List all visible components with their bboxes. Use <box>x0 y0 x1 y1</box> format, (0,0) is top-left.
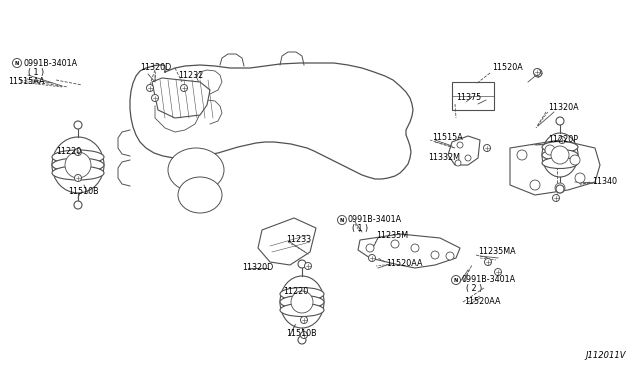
Text: 11235MA: 11235MA <box>478 247 516 257</box>
Text: N: N <box>340 218 344 223</box>
Circle shape <box>301 317 307 324</box>
Circle shape <box>559 137 566 144</box>
Circle shape <box>291 291 313 313</box>
Circle shape <box>152 94 159 102</box>
Polygon shape <box>358 234 460 268</box>
Ellipse shape <box>542 150 578 160</box>
Ellipse shape <box>52 150 104 164</box>
Text: 11510B: 11510B <box>68 187 99 196</box>
Text: 11320D: 11320D <box>242 263 273 273</box>
Circle shape <box>305 263 312 269</box>
Text: ( 2 ): ( 2 ) <box>466 285 483 294</box>
Circle shape <box>455 160 461 166</box>
Text: 11340: 11340 <box>592 176 617 186</box>
Text: 0991B-3401A: 0991B-3401A <box>23 58 77 67</box>
Text: N: N <box>15 61 19 66</box>
Circle shape <box>65 152 91 178</box>
Circle shape <box>556 117 564 125</box>
Circle shape <box>483 144 490 151</box>
Circle shape <box>495 269 502 276</box>
Circle shape <box>74 148 81 155</box>
Circle shape <box>446 252 454 260</box>
Ellipse shape <box>280 304 324 317</box>
Ellipse shape <box>52 166 104 180</box>
Circle shape <box>555 183 565 193</box>
Circle shape <box>391 240 399 248</box>
Circle shape <box>431 251 439 259</box>
Circle shape <box>451 276 461 285</box>
Ellipse shape <box>168 148 224 192</box>
Text: ( 1 ): ( 1 ) <box>28 67 44 77</box>
Text: 11232: 11232 <box>178 71 204 80</box>
Text: 11520A: 11520A <box>492 64 523 73</box>
Ellipse shape <box>178 177 222 213</box>
Ellipse shape <box>542 157 578 169</box>
Polygon shape <box>452 82 494 110</box>
Circle shape <box>369 254 376 262</box>
Ellipse shape <box>542 141 578 153</box>
Circle shape <box>13 58 22 67</box>
Text: 11515A: 11515A <box>432 134 463 142</box>
Circle shape <box>457 142 463 148</box>
Ellipse shape <box>52 158 104 172</box>
Polygon shape <box>448 136 480 165</box>
Circle shape <box>530 180 540 190</box>
Circle shape <box>545 145 555 155</box>
Text: 11220: 11220 <box>56 148 81 157</box>
Text: ( 1 ): ( 1 ) <box>352 224 368 234</box>
Circle shape <box>337 215 346 224</box>
Text: 11332M: 11332M <box>428 154 460 163</box>
Circle shape <box>74 174 81 182</box>
Text: 11520AA: 11520AA <box>464 296 500 305</box>
Circle shape <box>74 121 82 129</box>
Circle shape <box>147 84 154 92</box>
Circle shape <box>180 84 188 92</box>
Ellipse shape <box>280 288 324 301</box>
Text: 0991B-3401A: 0991B-3401A <box>348 215 402 224</box>
Text: 11233: 11233 <box>286 235 311 244</box>
Circle shape <box>534 68 541 76</box>
Circle shape <box>551 146 569 164</box>
Text: 0991B-3401A: 0991B-3401A <box>462 276 516 285</box>
Circle shape <box>74 201 82 209</box>
Text: 11320D: 11320D <box>140 64 172 73</box>
Circle shape <box>556 185 564 193</box>
Circle shape <box>552 195 559 202</box>
Text: 11220: 11220 <box>283 288 308 296</box>
Circle shape <box>484 259 492 266</box>
Circle shape <box>301 331 307 339</box>
Polygon shape <box>152 78 210 118</box>
Circle shape <box>575 173 585 183</box>
Text: 11520AA: 11520AA <box>386 259 422 267</box>
Text: 11515AA: 11515AA <box>8 77 45 87</box>
Circle shape <box>534 69 542 77</box>
Circle shape <box>570 155 580 165</box>
Text: 11235M: 11235M <box>376 231 408 241</box>
Circle shape <box>517 150 527 160</box>
Text: J112011V: J112011V <box>586 351 626 360</box>
Circle shape <box>411 244 419 252</box>
Ellipse shape <box>280 295 324 308</box>
Text: 11375: 11375 <box>456 93 481 103</box>
Text: N: N <box>454 278 458 283</box>
Text: 11510B: 11510B <box>286 328 317 337</box>
Circle shape <box>366 244 374 252</box>
Circle shape <box>298 260 306 268</box>
Text: 11320A: 11320A <box>548 103 579 112</box>
Text: 11220P: 11220P <box>548 135 578 144</box>
Circle shape <box>298 336 306 344</box>
Circle shape <box>465 155 471 161</box>
Polygon shape <box>510 140 600 195</box>
Polygon shape <box>258 218 316 265</box>
